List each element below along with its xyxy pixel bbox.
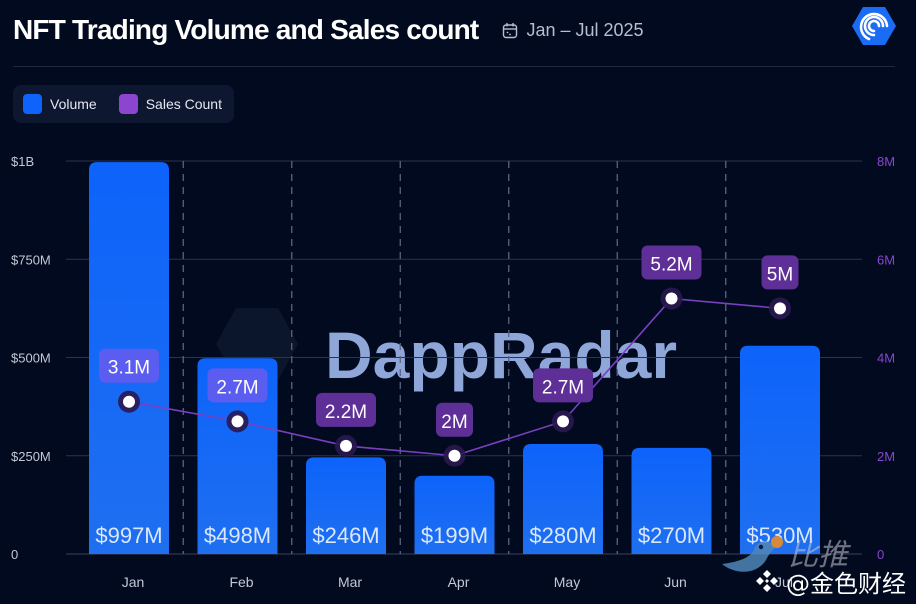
bar-data-label: $199M: [421, 523, 488, 548]
chart-header: NFT Trading Volume and Sales count Jan –…: [13, 10, 644, 50]
bar-data-label: $280M: [529, 523, 596, 548]
point-data-label: 5.2M: [650, 255, 692, 276]
y-right-tick-label: 6M: [877, 252, 895, 267]
bar-data-label: $498M: [204, 523, 271, 548]
x-tick-label: Jul: [775, 574, 793, 590]
bar-data-label: $270M: [638, 523, 705, 548]
y-right-tick-label: 2M: [877, 449, 895, 464]
x-tick-label: Jun: [664, 574, 687, 590]
y-right-tick-label: 4M: [877, 351, 895, 366]
legend-swatch-volume: [23, 94, 42, 114]
calendar-icon: [503, 22, 518, 38]
y-left-tick-label: $750M: [11, 252, 51, 267]
legend-label: Sales Count: [145, 96, 222, 112]
legend-item-volume[interactable]: Volume: [23, 94, 97, 114]
point-data-label: 2.2M: [325, 402, 367, 423]
point-sales-count-jun: [665, 292, 678, 305]
watermark-text: DappRadar: [325, 318, 677, 392]
y-left-tick-label: 0: [11, 547, 18, 562]
point-data-label: 3.1M: [108, 358, 150, 379]
bar-volume-jul: [740, 345, 820, 554]
point-sales-count-jul: [774, 302, 786, 315]
x-tick-label: Mar: [338, 574, 362, 590]
bar-data-label: $997M: [95, 523, 162, 548]
chart-title: NFT Trading Volume and Sales count: [13, 14, 479, 45]
date-range-text: Jan – Jul 2025: [526, 19, 644, 40]
legend-label: Volume: [50, 96, 97, 112]
bar-volume-apr: [414, 475, 495, 554]
point-data-label: 2.7M: [216, 377, 258, 398]
point-sales-count-jan: [123, 395, 135, 408]
x-tick-label: Jan: [122, 574, 145, 590]
point-sales-count-feb: [231, 415, 244, 428]
bar-data-label: $246M: [312, 523, 379, 548]
point-sales-count-apr: [448, 449, 461, 462]
y-left-tick-label: $500M: [11, 351, 51, 366]
point-sales-count-may: [557, 415, 569, 428]
dappradar-logo-icon: [852, 7, 896, 45]
bar-data-label: $530M: [746, 523, 813, 548]
y-left-tick-label: $1B: [11, 154, 34, 169]
legend-swatch-sales-count: [118, 94, 138, 114]
point-data-label: 5M: [767, 264, 793, 285]
point-label-box: [641, 245, 702, 280]
bar-volume-mar: [306, 457, 386, 554]
point-label-box: [761, 255, 799, 290]
bar-volume-jun: [631, 447, 712, 554]
dappradar-watermark: DappRadar: [216, 308, 677, 392]
bar-volume-may: [523, 443, 603, 554]
y-right-tick-label: 8M: [877, 154, 895, 169]
point-label-box: [99, 348, 159, 383]
x-tick-label: Apr: [448, 574, 470, 590]
point-label-box: [436, 402, 473, 437]
point-data-label: 2.7M: [542, 377, 584, 398]
point-label-box: [316, 392, 376, 427]
point-label-box: [533, 368, 593, 403]
point-data-label: 2M: [441, 412, 467, 433]
chart-legend: Volume Sales Count: [13, 85, 234, 123]
date-range: Jan – Jul 2025: [502, 19, 644, 41]
y-left-tick-label: $250M: [11, 449, 51, 464]
x-tick-label: Feb: [229, 574, 253, 590]
x-tick-label: May: [554, 574, 580, 590]
point-sales-count-mar: [340, 439, 352, 452]
bar-volume-feb: [197, 358, 278, 554]
point-label-box: [207, 368, 268, 403]
legend-item-sales-count[interactable]: Sales Count: [118, 94, 222, 114]
header-divider: [13, 66, 895, 67]
y-right-tick-label: 0: [877, 547, 884, 562]
